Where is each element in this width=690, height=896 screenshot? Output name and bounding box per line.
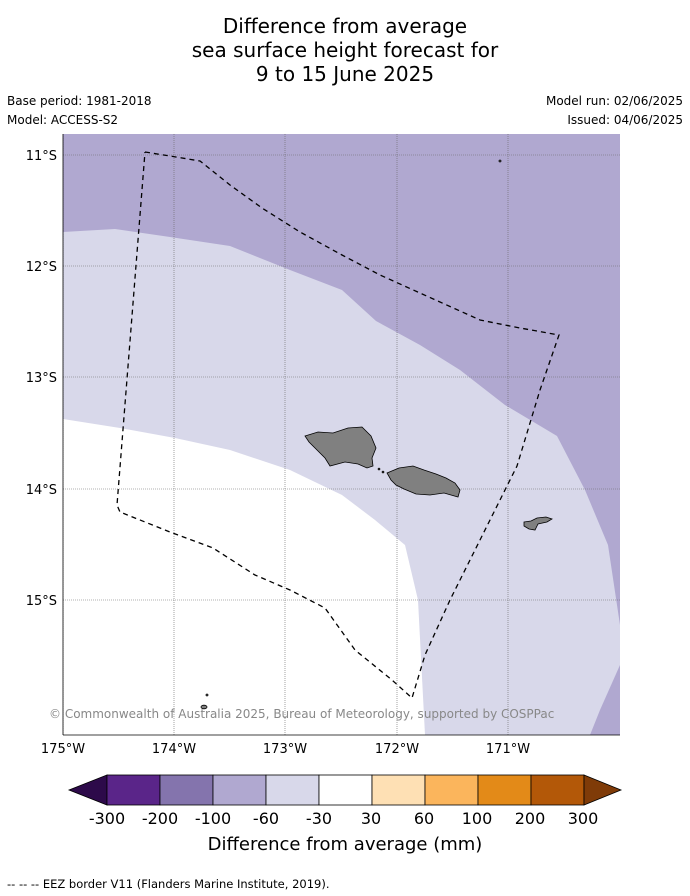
- colorbar-swatch: [212, 774, 267, 806]
- base-period: Base period: 1981-2018: [7, 94, 152, 108]
- colorbar-swatch: [265, 774, 320, 806]
- anomaly-region-neg60-corner: [590, 665, 620, 735]
- colorbar-swatch: [530, 774, 585, 806]
- map-title: Difference from average sea surface heig…: [0, 14, 690, 86]
- colorbar-tick: 200: [515, 809, 546, 828]
- colorbar-tick: 300: [568, 809, 599, 828]
- lat-label: 14°S: [26, 483, 57, 498]
- colorbar-extend-high: [583, 774, 623, 806]
- eez-border: [116, 151, 560, 700]
- islet-4: [377, 467, 381, 471]
- islet-5: [381, 470, 385, 474]
- model-run: Model run: 02/06/2025: [545, 94, 683, 108]
- colorbar: [67, 774, 623, 806]
- islet-1: [200, 704, 208, 710]
- meta-left: Base period: 1981-2018 Model: ACCESS-S2: [7, 94, 152, 132]
- graticule: [63, 134, 620, 735]
- lon-label: 171°W: [486, 742, 530, 757]
- colorbar-swatch: [318, 774, 373, 806]
- copyright-notice: © Commonwealth of Australia 2025, Bureau…: [49, 707, 554, 721]
- colorbar-tick: -300: [89, 809, 125, 828]
- colorbar-tick: 30: [361, 809, 381, 828]
- colorbar-swatch: [477, 774, 532, 806]
- colorbar-swatch: [424, 774, 479, 806]
- latitude-labels: 11°S 12°S 13°S 14°S 15°S: [26, 149, 57, 609]
- meta-right: Model run: 02/06/2025 Issued: 04/06/2025: [546, 94, 683, 132]
- title-line-1: Difference from average: [222, 14, 468, 38]
- colorbar-swatch: [159, 774, 214, 806]
- tutuila-island: [523, 516, 553, 531]
- lon-label: 174°W: [152, 742, 196, 757]
- colorbar-tick-labels: -300 -200 -100 -60 -30 30 60 100 200 300: [89, 809, 598, 828]
- colorbar-tick: -60: [253, 809, 279, 828]
- colorbar-tick: -30: [306, 809, 332, 828]
- savaii-island: [304, 426, 377, 469]
- lat-label: 15°S: [26, 594, 57, 609]
- lat-label: 11°S: [26, 149, 57, 164]
- colorbar-swatch: [106, 774, 161, 806]
- colorbar-tick: 100: [462, 809, 493, 828]
- map-border: [62, 134, 620, 736]
- lon-label: 175°W: [41, 742, 85, 757]
- longitude-labels: 175°W 174°W 173°W 172°W 171°W: [41, 742, 530, 757]
- islands: [200, 159, 553, 710]
- colorbar-extend-low: [67, 774, 108, 806]
- colorbar-tick: -200: [142, 809, 178, 828]
- colorbar-label: Difference from average (mm): [208, 834, 483, 855]
- model-name: Model: ACCESS-S2: [7, 113, 119, 127]
- lat-label: 12°S: [26, 260, 57, 275]
- lon-label: 173°W: [263, 742, 307, 757]
- islet-3: [498, 159, 502, 163]
- issued-date: Issued: 04/06/2025: [567, 113, 683, 127]
- upolu-island: [386, 465, 461, 498]
- anomaly-region-neutral: [63, 419, 425, 735]
- colorbar-swatch: [371, 774, 426, 806]
- eez-legend-note: -- -- -- EEZ border V11 (Flanders Marine…: [7, 877, 330, 891]
- colorbar-tick: 60: [414, 809, 434, 828]
- colorbar-tick: -100: [195, 809, 231, 828]
- lat-label: 13°S: [26, 371, 57, 386]
- islet-2: [205, 693, 209, 697]
- lon-label: 172°W: [375, 742, 419, 757]
- map-area: [63, 134, 620, 735]
- title-line-3: 9 to 15 June 2025: [255, 62, 435, 86]
- title-line-2: sea surface height forecast for: [191, 38, 499, 62]
